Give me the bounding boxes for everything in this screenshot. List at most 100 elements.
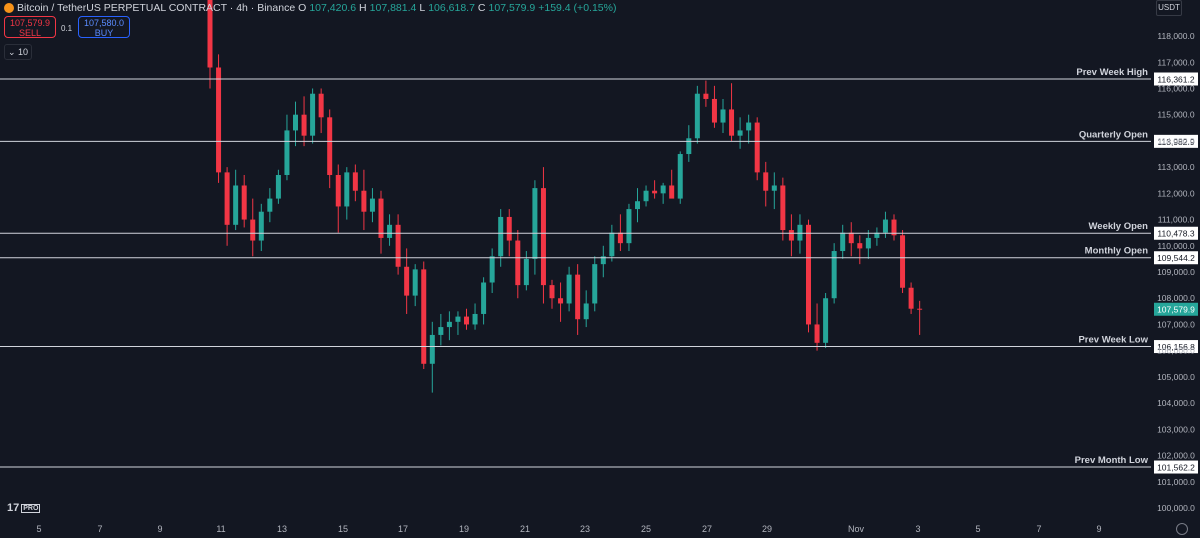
level-price-tag <box>1154 134 1198 148</box>
candle-body <box>361 190 367 212</box>
candle-body <box>489 256 495 283</box>
candle-body <box>369 198 375 212</box>
buy-button[interactable]: 107,580.0 BUY <box>78 16 130 38</box>
candle-body <box>412 269 418 296</box>
candle-body <box>677 154 683 199</box>
y-tick-label: 104,000.0 <box>1157 398 1195 408</box>
last-price-label: 107,579.9 <box>1157 305 1195 315</box>
candle-body <box>284 130 290 175</box>
price-axis[interactable]: 100,000.0 101,000.0 102,000.0 103,000.0 104,… <box>1154 31 1198 513</box>
y-tick-label: 111,000.0 <box>1158 215 1195 225</box>
bitcoin-icon <box>4 3 14 13</box>
candle-body <box>429 334 435 364</box>
candle-body <box>224 172 230 225</box>
candle-body <box>233 185 239 225</box>
close-value: 107,579.9 <box>488 2 536 14</box>
pro-badge: PRO <box>21 503 41 513</box>
candle-body <box>729 109 735 136</box>
candle-body <box>848 232 854 244</box>
x-tick-label: 15 <box>338 524 348 534</box>
candle-body <box>558 298 564 304</box>
x-tick-label: 3 <box>915 524 920 534</box>
level-name: Prev Month Low <box>1075 455 1149 466</box>
y-tick-label: 114,000.0 <box>1157 136 1194 146</box>
x-tick-label: 13 <box>277 524 287 534</box>
candle-body <box>771 185 777 191</box>
x-tick-label: 25 <box>641 524 651 534</box>
candle-body <box>600 256 606 265</box>
level-price-tag <box>1154 340 1198 354</box>
candle-body <box>293 114 298 131</box>
candle-body <box>737 130 743 136</box>
last-price-tag <box>1154 302 1198 316</box>
y-tick-label: 109,000.0 <box>1157 267 1195 277</box>
candle-body <box>438 327 444 335</box>
candle-body <box>241 185 247 220</box>
x-tick-label: 21 <box>520 524 530 534</box>
candle-body <box>583 303 589 320</box>
x-tick-label: 5 <box>975 524 980 534</box>
candle-body <box>806 224 811 325</box>
candle-body <box>609 232 615 257</box>
candle-body <box>686 138 692 155</box>
x-tick-label: 11 <box>216 524 225 534</box>
candle-body <box>660 185 666 194</box>
y-tick-label: 102,000.0 <box>1157 451 1195 461</box>
level-price-label: 109,544.2 <box>1157 253 1195 263</box>
sell-button[interactable]: 107,579.9 SELL <box>4 16 56 38</box>
candle-body <box>275 174 281 199</box>
y-tick-label: 100,000.0 <box>1157 503 1195 513</box>
x-tick-label: 23 <box>580 524 590 534</box>
y-tick-label: 107,000.0 <box>1157 319 1195 329</box>
candle-body <box>617 232 623 244</box>
x-tick-label: Nov <box>848 524 865 534</box>
x-tick-label: 19 <box>459 524 469 534</box>
candle-body <box>643 190 649 202</box>
x-tick-label: 9 <box>157 524 162 534</box>
level-price-label: 101,562.2 <box>1157 463 1195 473</box>
time-axis[interactable]: 5 7 9 11 13 15 17 19 21 23 25 27 29 Nov 3 5 7 9 <box>36 524 1101 534</box>
candle-body <box>788 230 794 241</box>
candle-body <box>352 172 358 191</box>
candle-body <box>908 287 914 309</box>
candle-body <box>669 185 675 199</box>
buy-price: 107,580.0 <box>83 18 125 28</box>
candle-body <box>335 174 341 207</box>
open-label: O <box>298 2 307 14</box>
symbol-title[interactable]: Bitcoin / TetherUS PERPETUAL CONTRACT · … <box>17 2 296 14</box>
candle-body <box>763 172 769 191</box>
open-value: 107,420.6 <box>309 2 357 14</box>
candle-body <box>857 243 863 249</box>
candle-body <box>301 114 307 136</box>
currency-selector[interactable]: USDT <box>1156 0 1182 16</box>
buy-label: BUY <box>94 28 114 38</box>
candle-body <box>344 172 350 207</box>
high-label: H <box>359 2 367 14</box>
level-price-label: 113,982.9 <box>1157 137 1194 147</box>
candle-body <box>746 122 752 131</box>
candle-body <box>703 93 709 99</box>
candle-body <box>216 67 222 173</box>
level-name: Quarterly Open <box>1079 129 1148 140</box>
tradingview-logo[interactable]: 17 PRO <box>7 502 41 514</box>
candle-body <box>532 188 538 259</box>
candle-body <box>506 216 512 241</box>
candle-body <box>455 316 461 322</box>
candle-body <box>831 251 837 299</box>
level-price-label: 110,478.3 <box>1157 229 1194 239</box>
y-tick-label: 118,000.0 <box>1157 31 1194 41</box>
candle-body <box>566 274 572 304</box>
candle-body <box>395 224 401 267</box>
candle-body <box>327 117 333 175</box>
y-tick-label: 106,000.0 <box>1157 346 1195 356</box>
candle-body <box>592 264 598 304</box>
candle-body <box>626 209 632 244</box>
candle-body <box>207 0 213 68</box>
low-value: 106,618.7 <box>428 2 475 14</box>
candle-body <box>823 298 829 343</box>
candle-body <box>900 235 906 288</box>
quantity-dropdown[interactable]: ⌄ 10 <box>4 44 32 60</box>
candle-body <box>549 285 555 299</box>
gear-icon[interactable] <box>1176 523 1188 535</box>
